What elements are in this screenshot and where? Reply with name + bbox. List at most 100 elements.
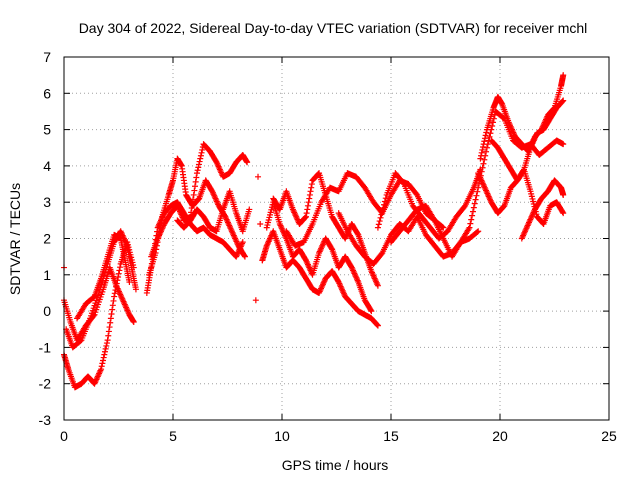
series-track-18: [475, 166, 567, 227]
data-point: [469, 212, 476, 219]
data-point: [195, 161, 202, 168]
y-tick-label: 1: [43, 267, 51, 283]
data-point: [483, 144, 490, 151]
series-track-19: [518, 177, 567, 242]
data-point: [520, 167, 527, 174]
data-point: [193, 170, 200, 177]
data-point: [382, 195, 389, 202]
data-point: [197, 152, 204, 159]
series-track-4: [74, 231, 133, 322]
data-point: [244, 159, 251, 166]
data-point: [98, 366, 105, 373]
data-point: [328, 245, 335, 252]
isolated-data-point: [252, 297, 259, 304]
data-point: [471, 200, 478, 207]
data-point: [304, 206, 311, 213]
data-point: [479, 146, 486, 153]
data-point: [440, 224, 447, 231]
data-point: [239, 239, 246, 246]
data-point: [107, 315, 114, 322]
y-tick-label: 0: [43, 303, 51, 319]
data-point: [191, 187, 198, 194]
data-point: [467, 220, 474, 227]
plot-frame: [63, 56, 610, 421]
y-tick-label: -3: [39, 412, 52, 428]
data-point: [480, 160, 487, 167]
data-point: [111, 290, 118, 297]
series-track-16: [477, 72, 567, 162]
data-point: [475, 228, 482, 235]
grid-layer: [64, 57, 609, 420]
data-point: [196, 158, 203, 165]
data-point: [192, 178, 199, 185]
x-tick-label: 20: [492, 428, 508, 444]
isolated-data-point: [259, 257, 266, 264]
data-point: [101, 351, 108, 358]
data-point: [560, 72, 567, 79]
data-point: [302, 213, 309, 220]
data-point: [490, 119, 497, 126]
data-point: [99, 360, 106, 367]
series-track-17: [488, 97, 567, 184]
x-tick-label: 0: [60, 428, 68, 444]
data-point: [559, 209, 566, 216]
data-point: [379, 208, 386, 215]
data-point: [190, 196, 197, 203]
data-point: [560, 97, 567, 104]
data-point: [478, 168, 485, 175]
data-point: [472, 196, 479, 203]
data-point: [374, 282, 381, 289]
data-point: [115, 273, 122, 280]
data-point: [559, 98, 566, 105]
data-point: [374, 224, 381, 231]
isolated-data-point: [255, 173, 262, 180]
data-point: [560, 141, 567, 148]
data-point: [308, 181, 315, 188]
y-tick-label: 5: [43, 122, 51, 138]
data-point: [197, 155, 204, 162]
x-tick-label: 5: [169, 428, 177, 444]
data-point: [482, 132, 489, 139]
y-tick-label: -1: [39, 339, 52, 355]
data-point: [376, 218, 383, 225]
data-point: [367, 307, 374, 314]
data-point: [126, 279, 133, 286]
data-point: [468, 216, 475, 223]
data-point: [486, 133, 493, 140]
data-point: [474, 188, 481, 195]
data-point: [107, 319, 114, 326]
data-point: [115, 270, 122, 277]
data-point: [101, 348, 108, 355]
data-point: [374, 322, 381, 329]
data-point: [103, 342, 110, 349]
data-point: [560, 191, 567, 198]
y-tick-label: -2: [39, 376, 52, 392]
data-point: [110, 297, 117, 304]
data-point: [306, 191, 313, 198]
data-point: [194, 167, 201, 174]
data-point: [483, 148, 490, 155]
data-point: [241, 253, 248, 260]
data-point: [113, 283, 120, 290]
data-point: [381, 198, 388, 205]
chart-title: Day 304 of 2022, Sidereal Day-to-day VTE…: [79, 20, 588, 36]
x-tick-label: 15: [383, 428, 399, 444]
data-point: [113, 280, 120, 287]
data-point: [241, 252, 248, 259]
data-point: [477, 155, 484, 162]
data-point: [560, 210, 567, 217]
series-track-13: [335, 210, 482, 267]
data-point: [114, 277, 121, 284]
x-tick-label: 25: [601, 428, 617, 444]
data-point: [192, 183, 199, 190]
data-point: [481, 135, 488, 142]
data-point: [195, 164, 202, 171]
data-point: [117, 264, 124, 271]
data-point: [481, 138, 488, 145]
data-point: [98, 363, 105, 370]
data-point: [306, 195, 313, 202]
data-point: [380, 205, 387, 212]
y-tick-label: 4: [43, 158, 51, 174]
data-point: [473, 192, 480, 199]
